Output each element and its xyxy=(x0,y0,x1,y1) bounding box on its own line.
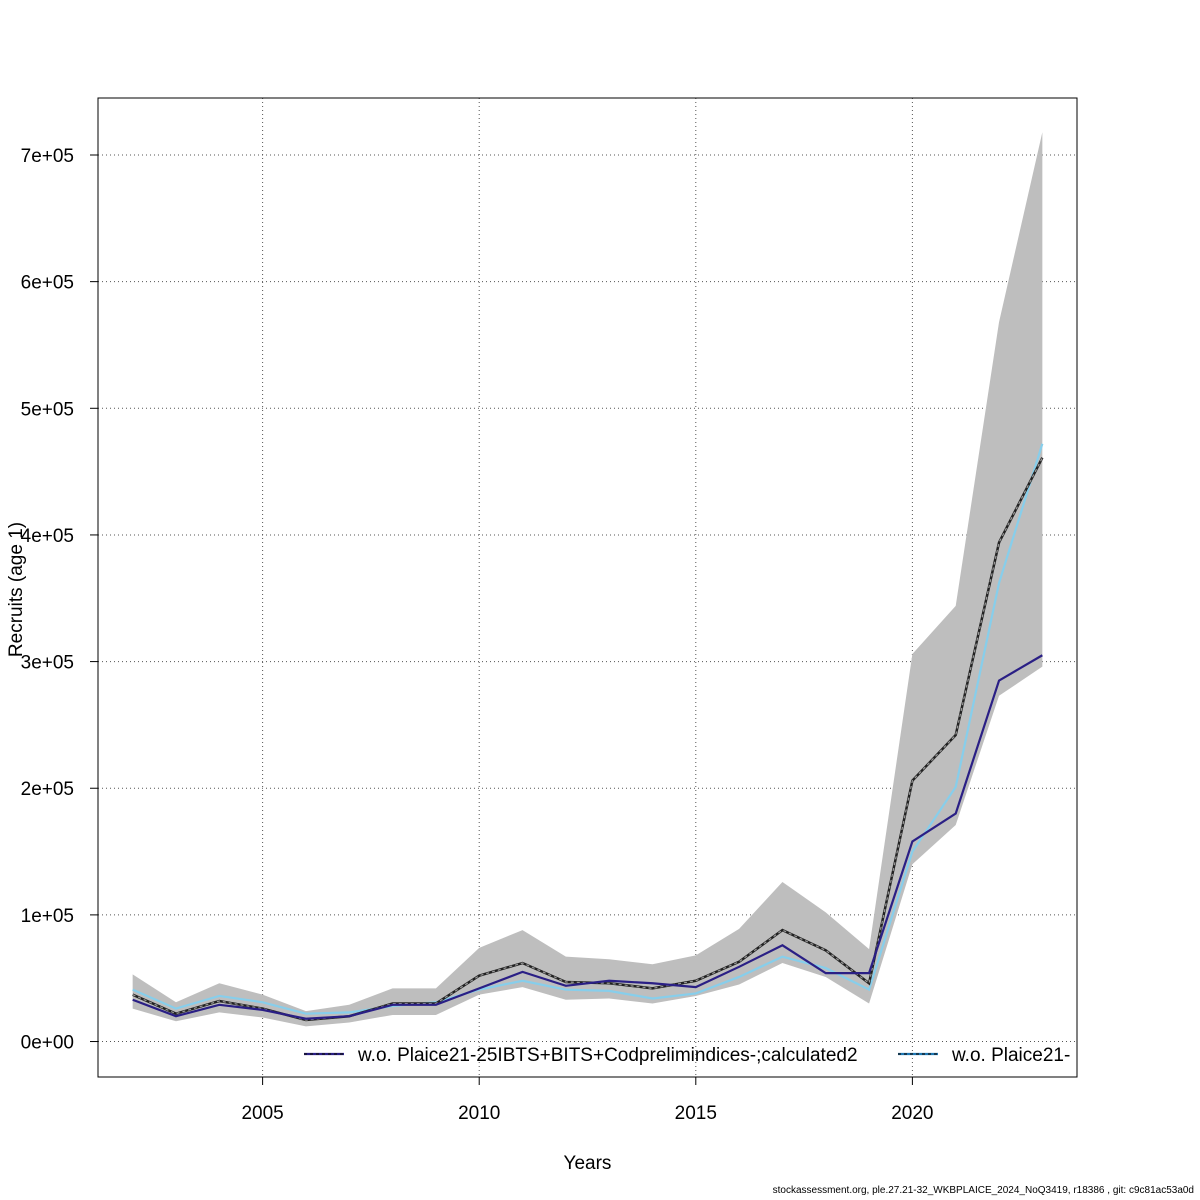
y-tick-label: 4e+05 xyxy=(21,526,74,547)
y-tick-label: 6e+05 xyxy=(21,273,74,294)
confidence-band xyxy=(132,132,1043,1027)
legend-label: w.o. Plaice21- xyxy=(951,1045,1070,1066)
y-tick-label: 0e+00 xyxy=(21,1033,74,1054)
series-layer xyxy=(132,443,1044,1022)
grid xyxy=(98,98,1077,1077)
legend-label: w.o. Plaice21-25IBTS+BITS+Codprelimindic… xyxy=(357,1045,858,1066)
y-axis-title: Recruits (age 1) xyxy=(6,522,27,657)
y-tick-label: 7e+05 xyxy=(21,146,74,167)
x-axis: 2005 2010 2015 2020 xyxy=(241,1077,934,1124)
y-tick-label: 5e+05 xyxy=(21,399,74,420)
x-tick-label: 2020 xyxy=(891,1103,933,1124)
plot-frame xyxy=(97,97,1078,1078)
series-line xyxy=(132,443,1044,1015)
series-line xyxy=(132,654,1043,1020)
x-tick-label: 2005 xyxy=(241,1103,283,1124)
confidence-band-layer xyxy=(132,132,1043,1027)
y-tick-label: 3e+05 xyxy=(21,653,74,674)
x-axis-title: Years xyxy=(564,1153,612,1174)
y-tick-label: 2e+05 xyxy=(21,779,74,800)
x-tick-label: 2015 xyxy=(675,1103,717,1124)
y-tick-label: 1e+05 xyxy=(21,906,74,927)
legend: w.o. Plaice21-25IBTS+BITS+Codprelimindic… xyxy=(304,1045,1070,1066)
y-axis: 0e+00 1e+05 2e+05 3e+05 4e+05 5e+05 6e+05 7e+05 xyxy=(21,146,98,1054)
footer-caption: stockassessment.org, ple.27.21-32_WKBPLA… xyxy=(772,1185,1194,1196)
x-tick-label: 2010 xyxy=(458,1103,500,1124)
